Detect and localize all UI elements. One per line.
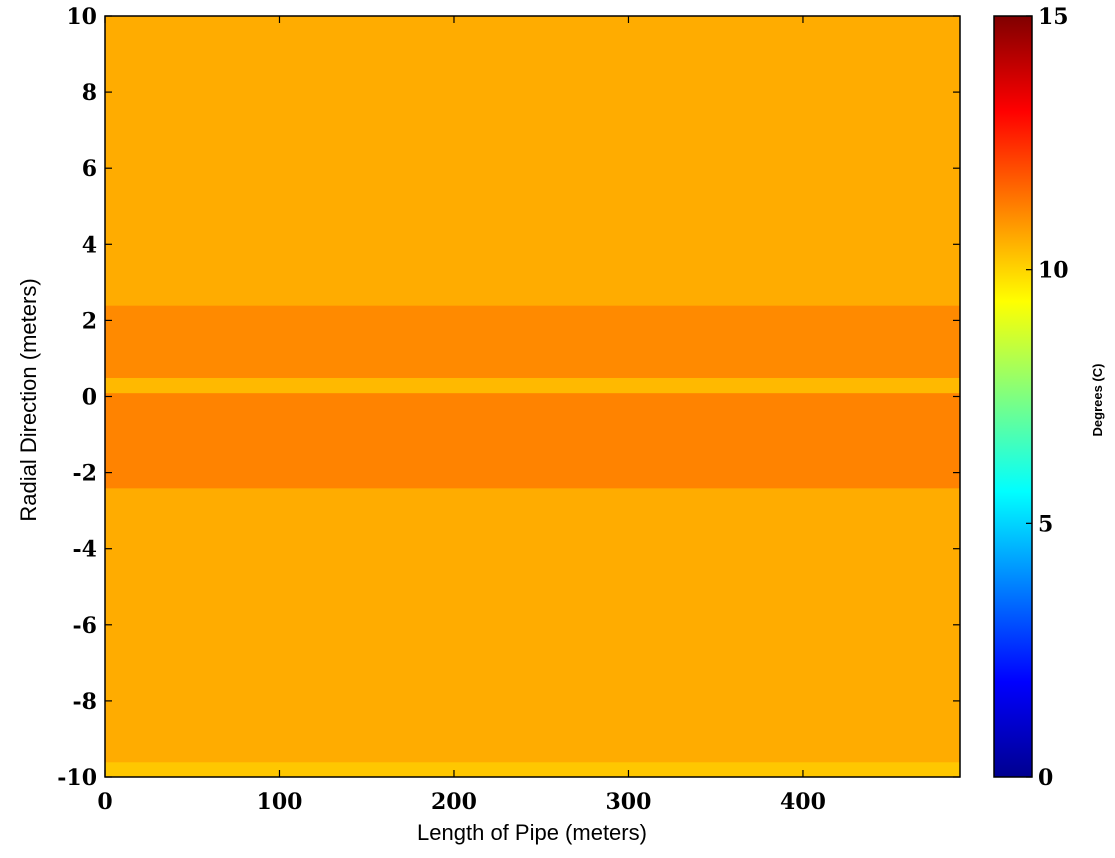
y-tick-label: 10: [66, 4, 97, 30]
colorbar-ticks: 15 10 5 0: [1026, 4, 1069, 791]
y-tick-label: 0: [82, 385, 97, 411]
y-tick-label: 2: [82, 308, 97, 334]
x-tick-label: 300: [606, 789, 652, 815]
heatmap-band: [105, 761, 960, 778]
x-tick-label: 200: [431, 789, 477, 815]
y-axis-ticks: 10 8 6 4 2 0 -2 -4 -6 -8 -10: [57, 4, 960, 791]
y-tick-label: 8: [82, 80, 97, 106]
colorbar-tick-label: 10: [1038, 258, 1069, 284]
x-tick-label: 100: [257, 789, 303, 815]
colorbar-tick-label: 15: [1038, 4, 1069, 30]
y-tick-label: -4: [73, 537, 97, 563]
y-axis-label: Radial Direction (meters): [16, 278, 41, 521]
y-tick-label: -2: [73, 461, 97, 487]
heatmap-band: [105, 377, 960, 394]
heatmap-band: [105, 16, 960, 306]
heatmap-band: [105, 487, 960, 763]
colorbar-label: Degrees (C): [1090, 364, 1105, 437]
y-tick-label: -10: [57, 765, 97, 791]
colorbar-tick-label: 5: [1038, 511, 1053, 537]
heatmap-band: [105, 392, 960, 489]
y-tick-label: 4: [82, 232, 97, 258]
x-tick-label: 400: [780, 789, 826, 815]
y-tick-label: -8: [73, 689, 97, 715]
colorbar: [993, 15, 1033, 778]
y-tick-label: -6: [73, 613, 97, 639]
colorbar-tick-label: 0: [1038, 765, 1053, 791]
y-tick-label: 6: [82, 156, 97, 182]
x-axis-ticks: 0 100 200 300 400: [97, 16, 826, 815]
heatmap-bands: [105, 16, 960, 778]
x-tick-label: 0: [97, 789, 112, 815]
heatmap-band: [105, 305, 960, 378]
x-axis-label: Length of Pipe (meters): [417, 820, 647, 845]
